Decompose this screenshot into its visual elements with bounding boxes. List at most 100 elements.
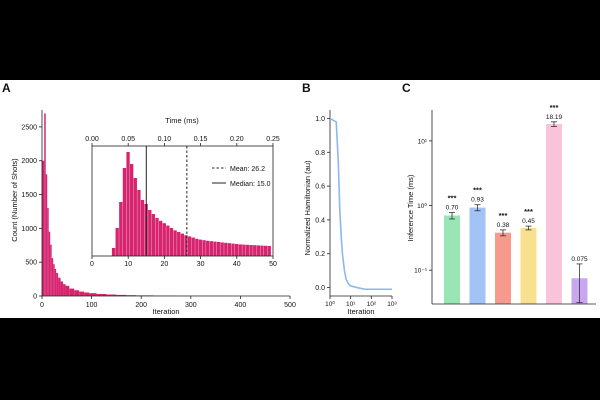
b-ytick-label: 0.2 <box>315 251 325 258</box>
inset-xtick-label: 50 <box>269 261 277 268</box>
b-ytick-label: 0.0 <box>315 285 325 292</box>
inset-bar <box>148 210 152 256</box>
figure-svg: A B C 0 100 200 300 400 500 05001000150020002… <box>2 81 596 316</box>
panel-letter-a: A <box>2 81 11 95</box>
inset-top-tick-label: 0.10 <box>158 136 172 143</box>
c-bar <box>546 124 562 304</box>
a-bar <box>106 294 117 296</box>
c-ytick-label: 10¹ <box>418 138 428 145</box>
inset-bar <box>198 239 203 256</box>
inset-bar <box>249 245 253 256</box>
b-ytick-label: 0.6 <box>315 184 325 191</box>
c-data-label: 0.075 <box>571 256 588 263</box>
b-ytick-label: 1.0 <box>315 116 325 123</box>
b-xtick-label: 10² <box>367 301 377 308</box>
inset-bar <box>234 244 239 256</box>
inset-bar <box>119 202 123 256</box>
a-bar <box>42 160 45 296</box>
inset-bar <box>151 214 156 256</box>
inset-xtick-label: 40 <box>233 261 241 268</box>
inset-top-tick-label: 0.05 <box>121 136 135 143</box>
inset-bar <box>191 237 195 256</box>
a-xtick-label: 500 <box>284 302 296 309</box>
inset-bar <box>133 178 137 256</box>
inset-bar <box>158 220 163 256</box>
inset-bar <box>253 245 257 256</box>
a-bar <box>58 277 61 296</box>
a-bar <box>63 284 66 296</box>
c-data-label: 0.38 <box>497 222 510 229</box>
a-xtick-label: 100 <box>86 302 98 309</box>
a-bar <box>54 268 57 296</box>
a-bars <box>42 113 286 296</box>
inset-bar <box>140 200 145 256</box>
inset-bar <box>137 190 141 256</box>
panel-letter-c: C <box>402 81 411 95</box>
inset-bar <box>169 228 174 256</box>
inset-bar <box>206 240 210 256</box>
inset-xtick-label: 10 <box>124 261 132 268</box>
a-bar <box>48 231 51 296</box>
c-data-label: 0.70 <box>446 204 459 211</box>
a-xtick-label: 200 <box>135 302 147 309</box>
legend-mean: Mean: 26.2 <box>230 166 265 173</box>
inset-bar <box>209 241 213 256</box>
inset-bar <box>115 228 119 256</box>
inset-bar <box>263 245 268 256</box>
panel-letter-b: B <box>302 81 311 95</box>
a-xlabel: Iteration <box>152 307 179 316</box>
inset-top-tick-label: 0.20 <box>230 136 244 143</box>
b-xtick-label: 10³ <box>387 301 397 308</box>
inset-bar <box>111 248 116 256</box>
inset-bar <box>173 230 177 256</box>
panel-c: 10⁻¹ 10⁰ 10¹ 0.70 *** 0.93 *** 0.38 *** 0.45 *** 1… <box>406 103 596 305</box>
inset-bar <box>267 246 271 256</box>
inset-bar <box>126 152 130 256</box>
legend-median: Median: 15.0 <box>230 181 271 188</box>
a-ytick-label: 1500 <box>21 192 37 199</box>
a-bar <box>89 293 97 296</box>
b-xtick-label: 10⁰ <box>325 300 335 308</box>
panel-a-inset: 0 10 20 30 40 50 0.00 0.05 0.10 0.15 0.20 0.25 Tim… <box>85 116 280 268</box>
a-ytick-label: 2500 <box>21 124 37 131</box>
a-bar <box>51 258 54 296</box>
inset-bar <box>231 243 235 256</box>
c-ytick-label: 10⁻¹ <box>414 268 428 275</box>
c-data-label: 18.19 <box>546 114 563 121</box>
a-bar <box>65 285 70 296</box>
a-bar <box>116 294 127 296</box>
a-bar <box>74 290 80 296</box>
a-ytick-label: 1000 <box>21 226 37 233</box>
a-xtick-label: 0 <box>40 302 44 309</box>
c-bar <box>444 215 460 304</box>
a-bar <box>79 291 85 296</box>
inset-bar <box>130 164 134 256</box>
a-ytick-label: 500 <box>25 260 37 267</box>
inset-xtick-label: 20 <box>161 261 169 268</box>
inset-bar <box>256 245 261 256</box>
c-bar <box>469 207 486 304</box>
inset-bar <box>122 168 127 256</box>
c-significance: *** <box>448 193 457 202</box>
b-xlabel: Iteration <box>347 307 374 316</box>
a-bar <box>69 288 75 296</box>
inset-bar <box>195 238 199 256</box>
c-significance: *** <box>524 207 533 216</box>
c-bars <box>444 121 588 304</box>
a-ytick-label: 0 <box>33 294 37 301</box>
c-significance: *** <box>550 103 559 112</box>
a-ylabel: Count (Number of Shots) <box>10 158 19 242</box>
c-ytick-label: 10⁰ <box>417 202 427 210</box>
inset-legend: Mean: 26.2 Median: 15.0 <box>212 166 271 188</box>
a-bar <box>44 113 46 296</box>
b-series-line <box>329 117 392 291</box>
a-bar <box>50 244 52 296</box>
inset-top-tick-label: 0.15 <box>194 136 208 143</box>
a-bar <box>53 264 55 296</box>
inset-top-tick-label: 0.25 <box>266 136 280 143</box>
inset-bar <box>220 242 224 256</box>
inset-bar <box>260 245 264 256</box>
c-bar <box>495 232 511 304</box>
figure-canvas: A B C 0 100 200 300 400 500 0 500 1000 1500 2000 2… <box>0 80 600 318</box>
